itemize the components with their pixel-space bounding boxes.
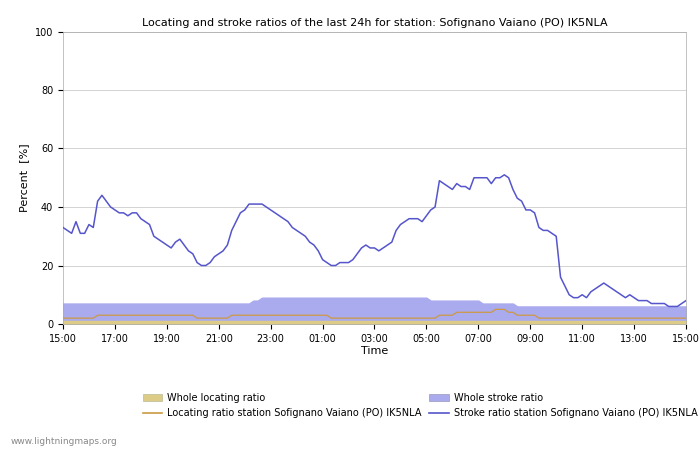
Title: Locating and stroke ratios of the last 24h for station: Sofignano Vaiano (PO) IK: Locating and stroke ratios of the last 2… xyxy=(141,18,608,28)
Text: www.lightningmaps.org: www.lightningmaps.org xyxy=(10,436,118,446)
X-axis label: Time: Time xyxy=(361,346,388,356)
Legend: Whole locating ratio, Locating ratio station Sofignano Vaiano (PO) IK5NLA, Whole: Whole locating ratio, Locating ratio sta… xyxy=(143,393,697,418)
Y-axis label: Percent  [%]: Percent [%] xyxy=(20,144,29,212)
